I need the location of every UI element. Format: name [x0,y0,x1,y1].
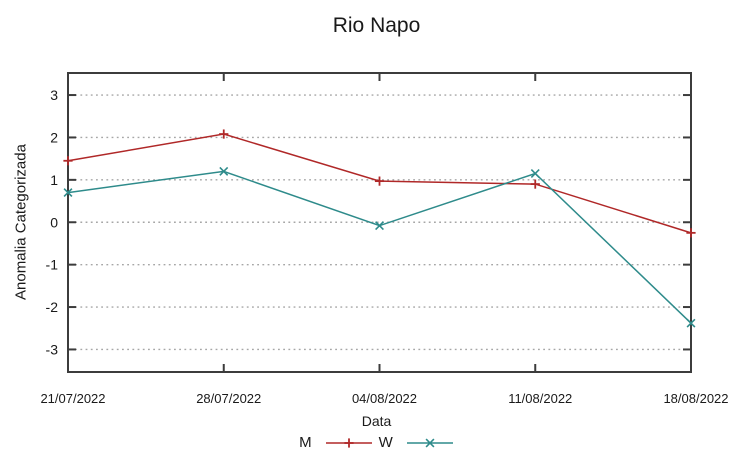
y-tick-labels: 3 2 1 0 -1 -2 -3 [46,87,59,357]
chart-title: Rio Napo [332,14,421,37]
legend-item-W: W [379,434,454,452]
legend-sample-line [325,438,372,448]
x-tick-label: 18/08/2022 [663,391,728,406]
y-tick-label: -1 [46,257,59,273]
x-tick-label: 11/08/2022 [508,391,572,406]
x-tick-label: 28/07/2022 [196,391,261,406]
plot-frame [67,72,692,373]
legend-label: W [378,434,393,451]
x-axis-label: Data [361,413,392,429]
legend-sample-line [406,438,453,448]
series-M [63,129,696,238]
y-tick-label: 1 [50,172,58,188]
series-W [63,166,696,328]
axis-ticks [67,73,692,372]
gridlines [70,94,689,351]
y-tick-label: -3 [46,341,59,357]
x-tick-label: 04/08/2022 [352,391,417,406]
y-tick-label: 0 [50,214,58,230]
y-tick-label: 3 [50,87,58,103]
y-tick-label: 2 [50,129,58,145]
y-tick-label: -2 [46,299,59,315]
x-tick-labels: 21/07/2022 28/07/2022 04/08/2022 11/08/2022… [40,391,728,406]
legend-item-M: M [299,434,373,452]
series-line-W [67,170,692,324]
legend-label: M [299,434,312,451]
x-tick-label: 21/07/2022 [40,391,105,406]
